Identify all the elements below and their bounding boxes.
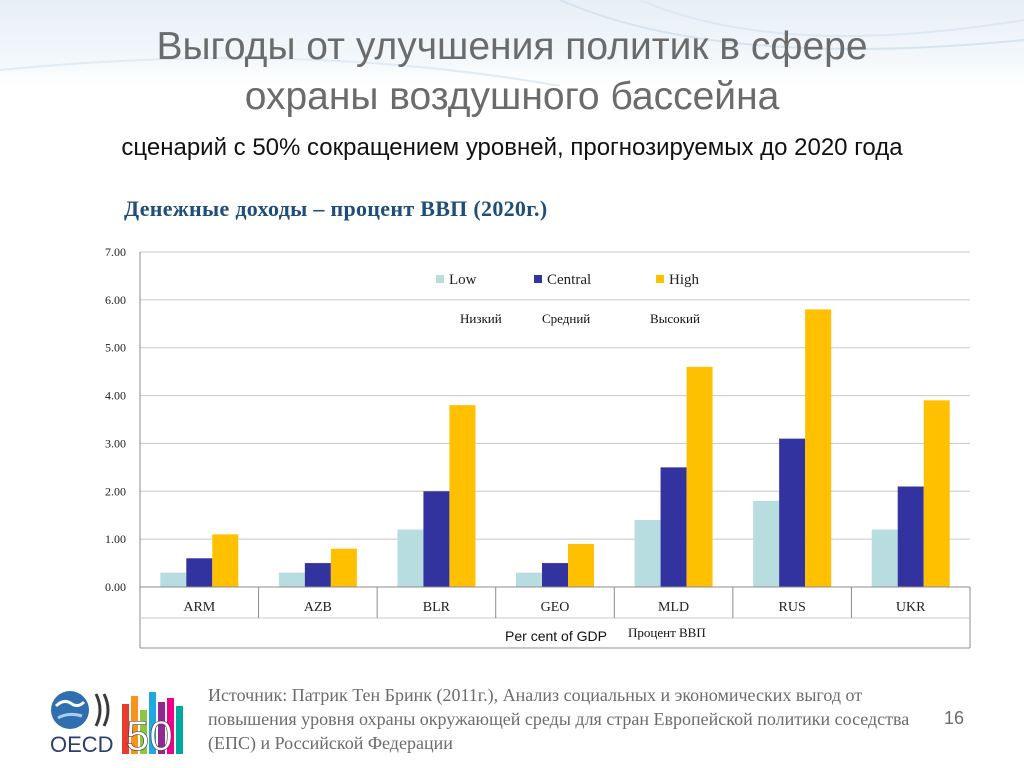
header-band (0, 0, 1024, 86)
legend-annotation-ru-low: Низкий (460, 311, 502, 326)
legend-label-central: Central (547, 272, 591, 288)
bar-low-blr (397, 529, 424, 587)
x-axis-title-ru: Процент ВВП (628, 625, 706, 640)
logo-text: OECD (50, 732, 114, 757)
x-tick-label: RUS (779, 600, 806, 615)
x-tick-label: AZB (304, 600, 332, 615)
bar-low-mld (634, 520, 661, 587)
decorative-swoosh (0, 0, 1024, 86)
logo-number: 50 (126, 712, 173, 758)
slide-title-line1: Выгоды от улучшения политик в сфере (156, 25, 868, 68)
bar-high-arm (212, 534, 239, 587)
bar-central-mld (660, 467, 687, 587)
bar-low-azb (278, 572, 305, 587)
bar-low-rus (753, 500, 780, 587)
legend-swatch-central (534, 275, 542, 283)
y-tick-label: 4.00 (105, 389, 126, 403)
y-tick-label: 7.00 (105, 245, 126, 259)
legend-label-high: High (669, 272, 700, 288)
bar-low-geo (516, 572, 542, 587)
legend-label-low: Low (449, 272, 477, 288)
page-number: 16 (944, 708, 965, 728)
bar-central-rus (779, 438, 806, 587)
x-tick-label: MLD (658, 600, 689, 615)
chart-heading: Денежные доходы – процент ВВП (2020г.) (124, 196, 548, 221)
y-tick-label: 0.00 (105, 580, 126, 594)
legend-swatch-low (436, 275, 444, 283)
bar-central-azb (304, 563, 331, 587)
y-tick-label: 3.00 (105, 436, 126, 450)
oecd-50-logo: OECD 50 (50, 691, 183, 758)
bar-low-ukr (871, 529, 898, 587)
source-note: Источник: Патрик Тен Бринк (2011г.), Ана… (208, 685, 910, 753)
bar-high-mld (686, 366, 713, 587)
bar-high-azb (330, 548, 357, 587)
x-tick-label: UKR (896, 600, 926, 615)
y-tick-label: 5.00 (105, 341, 126, 355)
legend-annotation-ru-central: Средний (542, 311, 590, 326)
bar-high-ukr (923, 400, 950, 587)
x-tick-label: ARM (183, 600, 215, 615)
y-tick-label: 2.00 (105, 484, 126, 498)
x-axis-title: Per cent of GDP (505, 628, 607, 644)
globe-icon (51, 691, 89, 729)
bar-central-blr (423, 491, 450, 587)
slide-title-line2: охраны воздушного бассейна (244, 75, 780, 118)
x-tick-label: GEO (541, 600, 570, 615)
bar-central-arm (186, 558, 213, 587)
y-tick-label: 1.00 (105, 532, 126, 546)
slide-title: Выгоды от улучшения политик в сфере охра… (40, 22, 984, 122)
bar-low-arm (160, 572, 187, 587)
bar-high-rus (805, 309, 832, 587)
bar-central-ukr (897, 486, 924, 587)
bar-high-geo (568, 543, 594, 587)
bar-high-blr (449, 405, 476, 587)
legend-annotation-ru-high: Высокий (650, 311, 700, 326)
y-tick-label: 6.00 (105, 293, 126, 307)
bar-central-geo (542, 563, 568, 587)
x-tick-label: BLR (423, 600, 451, 615)
slide-subtitle: сценарий с 50% сокращением уровней, прог… (121, 134, 903, 161)
legend-swatch-high (656, 275, 664, 283)
